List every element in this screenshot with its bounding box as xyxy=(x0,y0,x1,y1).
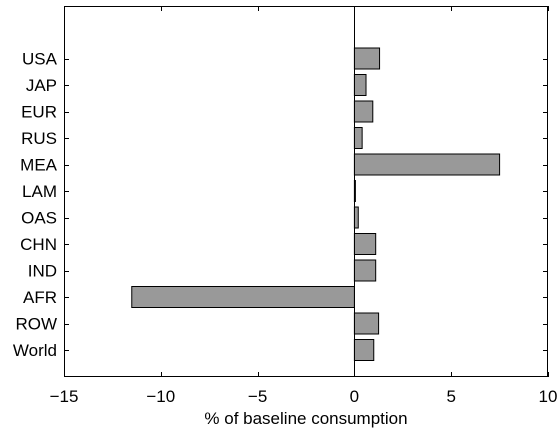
x-tick-label: 5 xyxy=(446,387,455,406)
x-tick-label: 0 xyxy=(350,387,359,406)
y-ticks-layer: USA JAP EUR RUS MEA LAM OAS CHN IND AFR ROW World xyxy=(13,50,548,360)
y-tick-label-row: ROW xyxy=(15,315,57,334)
x-tick-label: −5 xyxy=(248,387,267,406)
bar-afr xyxy=(131,286,355,308)
y-tick-label-lam: LAM xyxy=(22,182,57,201)
bar-row xyxy=(353,312,380,335)
x-ticks-layer: −15 −10 −5 0 5 10 xyxy=(50,6,558,406)
bar-eur xyxy=(353,100,374,123)
y-tick-label-eur: EUR xyxy=(21,103,57,122)
x-tick-label: 10 xyxy=(539,387,558,406)
y-tick-label-rus: RUS xyxy=(21,129,57,148)
y-tick-label-mea: MEA xyxy=(20,156,58,175)
bar-chn xyxy=(353,233,377,255)
x-axis-label: % of baseline consumption xyxy=(204,409,407,428)
bar-rus xyxy=(353,127,363,149)
bar-mea xyxy=(353,153,501,176)
bar-ind xyxy=(353,259,377,282)
y-tick-label-oas: OAS xyxy=(21,209,57,228)
y-tick-label-usa: USA xyxy=(22,50,58,69)
x-tick-label: −10 xyxy=(146,387,175,406)
y-tick-label-afr: AFR xyxy=(23,288,57,307)
y-tick-label-ind: IND xyxy=(28,262,57,281)
y-tick-label-chn: CHN xyxy=(20,235,57,254)
x-tick-label: −15 xyxy=(50,387,79,406)
plot-frame xyxy=(64,6,548,377)
bar-usa xyxy=(353,47,381,70)
bar-world xyxy=(353,339,375,361)
bar-jap xyxy=(353,74,367,96)
bars-layer xyxy=(131,47,501,361)
y-tick-label-jap: JAP xyxy=(26,76,57,95)
y-tick-label-world: World xyxy=(13,341,57,360)
